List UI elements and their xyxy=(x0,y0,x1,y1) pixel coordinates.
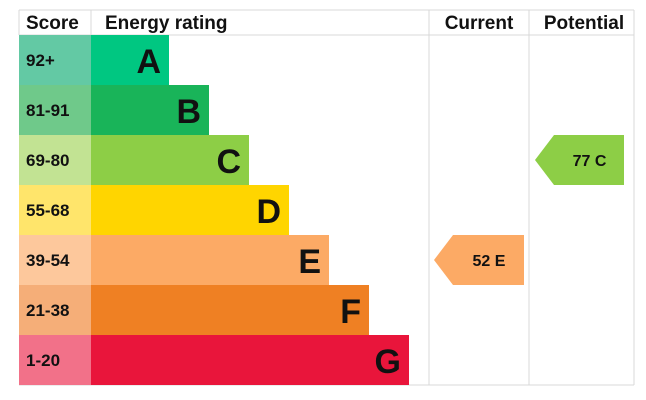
score-range-label: 39-54 xyxy=(26,251,70,270)
score-cell-a xyxy=(19,35,91,85)
score-cell-g xyxy=(19,335,91,385)
header-current: Current xyxy=(445,13,514,34)
header-score: Score xyxy=(26,13,79,34)
band-bar-a xyxy=(91,35,169,85)
score-cell-c xyxy=(19,135,91,185)
band-bar-b xyxy=(91,85,209,135)
score-range-label: 1-20 xyxy=(26,351,60,370)
score-cell-d xyxy=(19,185,91,235)
potential-rating-label: 77 C xyxy=(573,153,607,170)
score-cell-e xyxy=(19,235,91,285)
band-letter: D xyxy=(256,193,281,231)
current-rating-label: 52 E xyxy=(473,253,506,270)
band-letter: G xyxy=(375,343,401,381)
score-range-label: 81-91 xyxy=(26,101,69,120)
current-rating-arrow xyxy=(434,235,524,285)
band-bar-g xyxy=(91,335,409,385)
potential-rating-arrow xyxy=(535,135,624,185)
band-letter: F xyxy=(340,293,361,331)
band-letter: A xyxy=(136,43,161,81)
header-potential: Potential xyxy=(544,13,624,34)
header-energy-rating: Energy rating xyxy=(105,13,227,34)
score-cell-b xyxy=(19,85,91,135)
band-bar-d xyxy=(91,185,289,235)
score-cell-f xyxy=(19,285,91,335)
band-letter: E xyxy=(298,243,321,281)
score-range-label: 92+ xyxy=(26,51,55,70)
score-range-label: 55-68 xyxy=(26,201,69,220)
score-range-label: 69-80 xyxy=(26,151,69,170)
band-bar-c xyxy=(91,135,249,185)
band-bar-e xyxy=(91,235,329,285)
band-letter: C xyxy=(216,143,241,181)
band-letter: B xyxy=(176,93,201,131)
band-bar-f xyxy=(91,285,369,335)
score-range-label: 21-38 xyxy=(26,301,69,320)
